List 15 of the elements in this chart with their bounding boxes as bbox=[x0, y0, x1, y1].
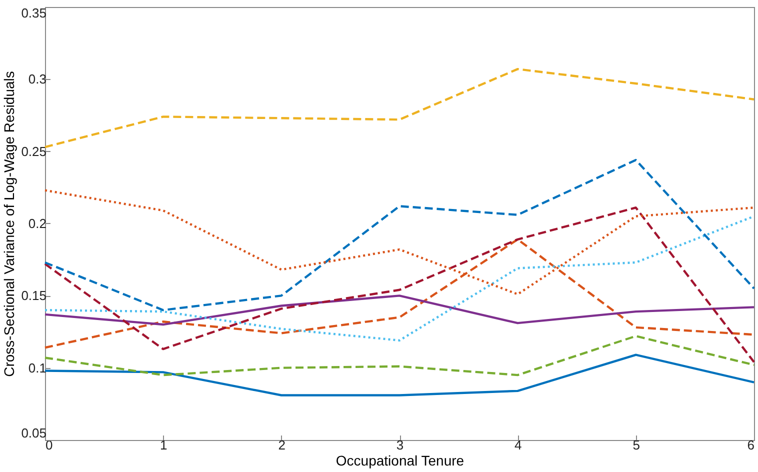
x-tick-label: 3 bbox=[396, 438, 404, 452]
x-axis-title: Occupational Tenure bbox=[336, 452, 464, 468]
x-tick-label: 1 bbox=[160, 438, 168, 452]
x-tick-label: 2 bbox=[278, 438, 286, 452]
y-axis-title: Cross-Sectional Variance of Log-Wage Residuals bbox=[1, 71, 18, 377]
y-tick-label: 0.3 bbox=[28, 72, 46, 87]
x-tick-label: 4 bbox=[514, 438, 522, 452]
y-tick-label: 0.35 bbox=[21, 6, 46, 20]
y-tick-label: 0.2 bbox=[28, 216, 46, 231]
y-tick-label: 0.25 bbox=[21, 144, 46, 159]
y-tick-label: 0.1 bbox=[28, 360, 46, 376]
y-tick-label: 0.15 bbox=[21, 288, 46, 304]
x-tick-label: 5 bbox=[632, 438, 640, 452]
y-tick-label: 0.05 bbox=[21, 426, 46, 440]
x-tick-label: 6 bbox=[747, 438, 754, 452]
